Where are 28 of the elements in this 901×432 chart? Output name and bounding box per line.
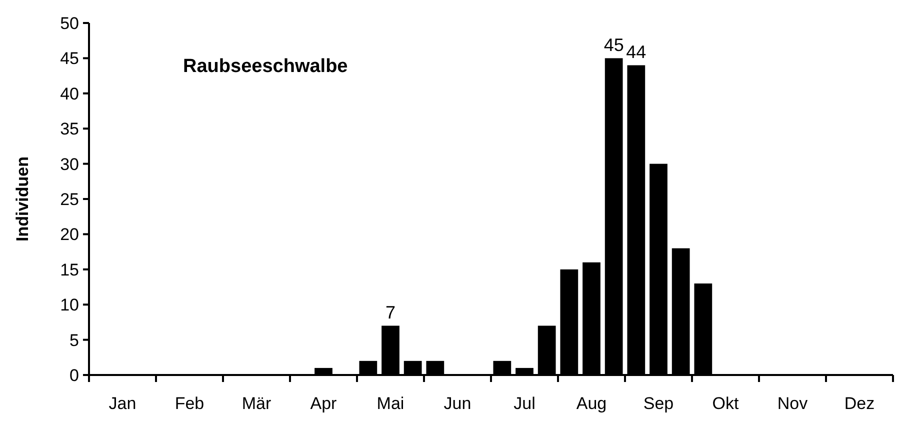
x-tick-label: Mai — [376, 394, 404, 413]
y-tick-label: 5 — [70, 330, 79, 350]
x-tick-label: Sep — [643, 394, 674, 413]
x-tick-label: Mär — [242, 394, 272, 413]
x-tick-label: Feb — [174, 394, 204, 413]
data-label: 45 — [604, 35, 624, 56]
x-tick-label: Jul — [514, 394, 536, 413]
data-label: 7 — [385, 302, 396, 323]
x-tick-label: Jun — [444, 394, 472, 413]
y-tick-label: 0 — [70, 366, 79, 385]
x-tick-label: Aug — [576, 394, 607, 413]
x-tick-label: Okt — [712, 394, 739, 413]
y-tick-label: 25 — [60, 190, 79, 209]
y-tick-label: 40 — [60, 84, 79, 104]
x-tick-label: Dez — [844, 394, 875, 413]
x-tick-label: Nov — [777, 394, 808, 413]
x-tick-label: Apr — [310, 394, 338, 413]
y-tick-label: 45 — [60, 49, 79, 68]
y-tick-label: 50 — [60, 14, 79, 33]
text: Raubseeschwalbe — [183, 56, 348, 77]
y-tick-label: 35 — [60, 120, 79, 139]
data-label: 44 — [626, 42, 646, 62]
y-tick-label: 30 — [60, 154, 79, 174]
y-tick-label: 15 — [60, 260, 79, 280]
x-tick-label: Jan — [108, 394, 136, 413]
y-tick-label: 20 — [60, 225, 79, 244]
y-axis-title: Individuen — [13, 156, 32, 242]
y-tick-label: 10 — [60, 296, 79, 315]
